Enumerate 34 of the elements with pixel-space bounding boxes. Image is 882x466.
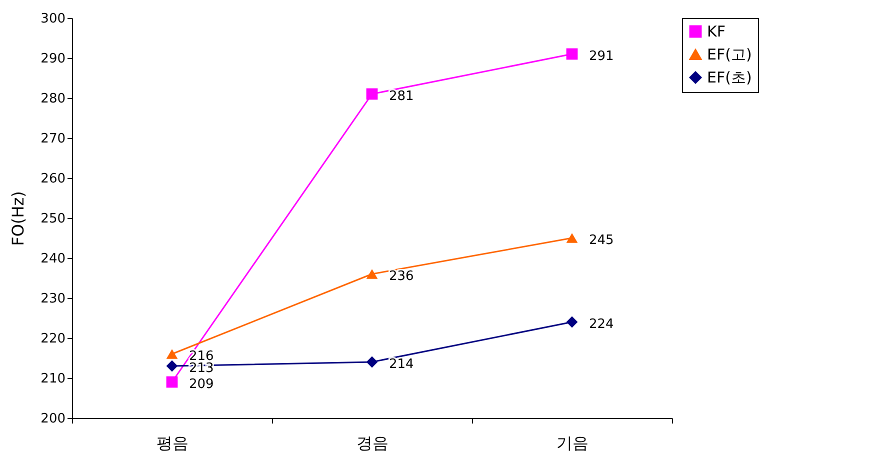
x-tick-label: 기음 <box>556 434 588 452</box>
y-tick-label: 230 <box>40 292 66 306</box>
data-label: 224 <box>589 317 614 332</box>
data-label: 209 <box>189 377 214 392</box>
legend-label: EF(초) <box>707 68 752 86</box>
y-tick-label: 200 <box>40 412 66 426</box>
point <box>166 360 178 372</box>
y-tick-label: 300 <box>40 12 66 26</box>
y-tick-label: 270 <box>40 132 66 146</box>
point <box>566 48 578 60</box>
y-tick-label: 250 <box>40 212 66 226</box>
point <box>566 316 578 328</box>
data-label: 291 <box>589 49 614 64</box>
y-tick-label: 240 <box>40 252 66 266</box>
y-tick-label: 220 <box>40 332 66 346</box>
y-axis-title: FO(Hz) <box>8 191 28 246</box>
data-label: 214 <box>389 357 414 372</box>
point <box>166 349 178 359</box>
point <box>166 376 178 388</box>
legend-label: EF(고) <box>707 46 752 64</box>
y-tick-label: 290 <box>40 52 66 66</box>
legend-label: KF <box>707 22 726 40</box>
data-label: 236 <box>389 269 414 284</box>
x-tick-label: 경음 <box>356 434 388 452</box>
y-tick-label: 260 <box>40 172 66 186</box>
data-label: 281 <box>389 89 414 104</box>
x-tick-label: 평음 <box>156 434 188 452</box>
y-tick-label: 210 <box>40 372 66 386</box>
point <box>366 356 378 368</box>
y-tick-label: 280 <box>40 92 66 106</box>
point <box>566 233 578 243</box>
data-label: 245 <box>589 233 614 248</box>
point <box>366 88 378 100</box>
point <box>366 269 378 279</box>
